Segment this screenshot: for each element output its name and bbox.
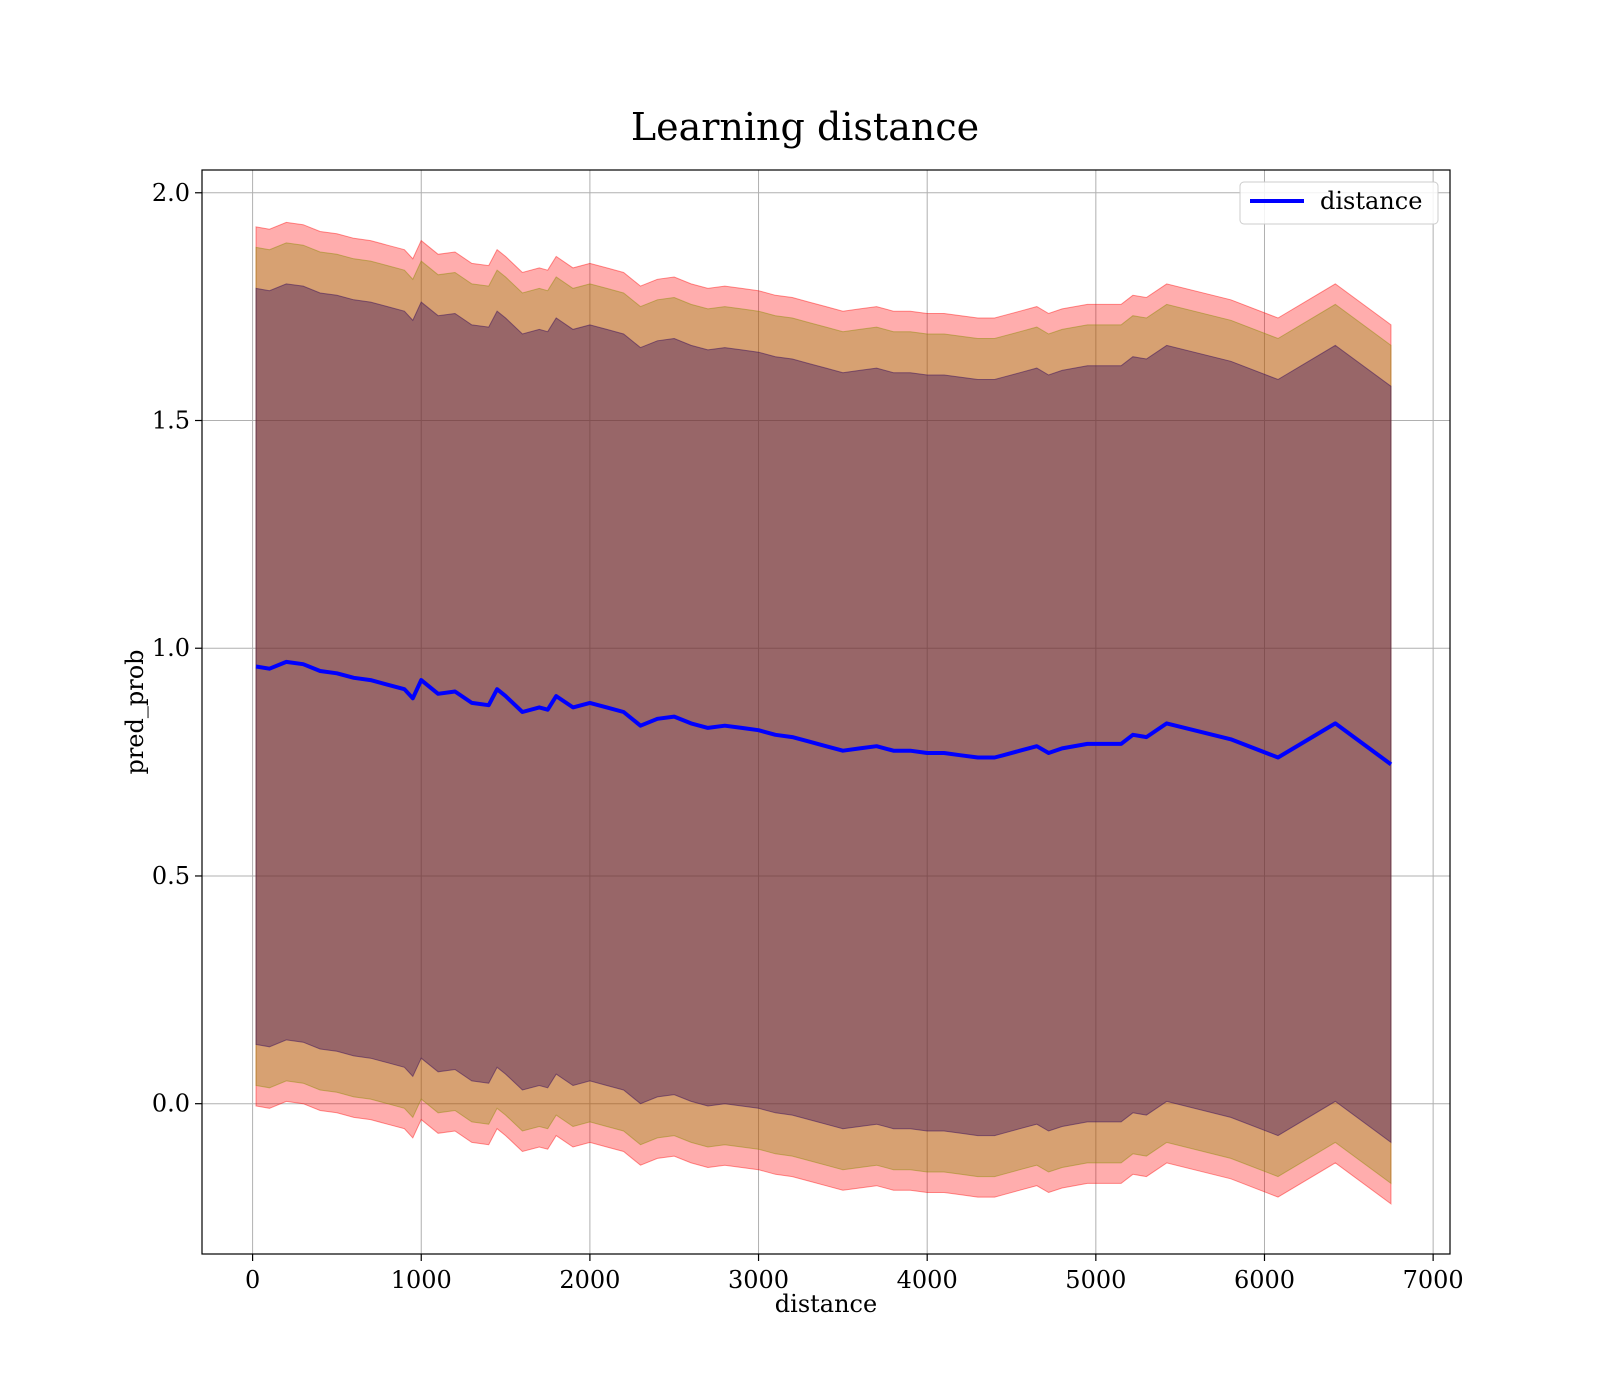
y-tick-label-3: 1.5 [152,407,190,435]
x-tick-label-3: 3000 [728,1266,789,1294]
x-tick-label-7: 7000 [1403,1266,1464,1294]
chart-title: Learning distance [631,105,979,149]
x-tick-label-6: 6000 [1234,1266,1295,1294]
confidence-bands [255,221,1392,1205]
legend: distance [1239,181,1439,225]
series-line-distance [255,659,1393,767]
y-tick-label-1: 0.5 [152,862,190,890]
x-axis-ticks: 0 1000 2000 3000 4000 5000 6000 7000 [245,1254,1464,1294]
x-tick-label-1: 1000 [391,1266,452,1294]
y-tick-label-4: 2.0 [152,179,190,207]
x-axis-label: distance [775,1290,877,1318]
y-tick-label-2: 1.0 [152,634,190,662]
confidence-band-1 [255,242,1392,1185]
x-tick-label-2: 2000 [559,1266,620,1294]
y-axis-label: pred_prob [121,649,149,774]
legend-box [1239,181,1439,225]
plot-frame [201,169,1451,1255]
grid [202,170,1450,1254]
confidence-band-2 [255,283,1392,1144]
legend-label-distance: distance [1320,187,1422,215]
series-lines [255,659,1393,767]
y-axis-ticks: 0.0 0.5 1.0 1.5 2.0 [152,179,202,1118]
y-tick-label-0: 0.0 [152,1090,190,1118]
x-tick-label-0: 0 [245,1266,260,1294]
confidence-band-0 [255,221,1392,1205]
x-tick-label-5: 5000 [1065,1266,1126,1294]
x-tick-label-4: 4000 [897,1266,958,1294]
